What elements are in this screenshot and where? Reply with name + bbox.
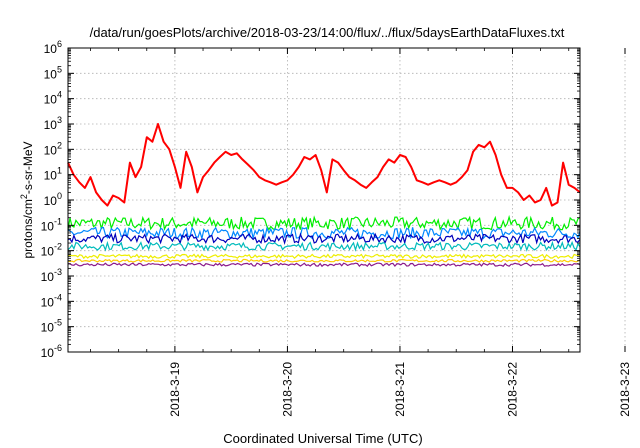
y-tick-exponent: -1 [54,216,62,226]
y-tick-label: 104 [44,90,62,107]
x-tick-label: 2018-3-20 [280,362,294,417]
x-tick-label: 2018-3-23 [618,362,632,417]
y-tick-base: 10 [44,143,58,157]
y-axis-label-rest: -s-sr-MeV [21,141,35,194]
series-line [67,253,581,260]
series-line [67,231,581,246]
y-tick-label: 10-5 [41,318,62,335]
x-tick-label: 2018-3-22 [505,362,519,417]
series-line [67,226,581,241]
y-tick-base: 10 [41,219,55,233]
y-tick-label: 10-2 [41,242,62,259]
grid [68,48,626,352]
y-tick-base: 10 [44,118,58,132]
x-tick-label: 2018-3-19 [168,362,182,417]
y-tick-exponent: 3 [57,115,62,125]
y-tick-exponent: 5 [57,64,62,74]
y-tick-label: 105 [44,64,62,81]
chart-title: /data/run/goesPlots/archive/2018-03-23/1… [90,25,565,40]
y-tick-label: 10-3 [41,267,62,284]
y-tick-exponent: 2 [57,140,62,150]
x-tick-label: 2018-3-21 [393,362,407,417]
x-ticks: 2018-3-19 2018-3-20 2018-3-21 2018-3-22 2018… [90,48,632,417]
y-tick-label: 10-6 [41,343,62,360]
y-tick-exponent: 6 [57,39,62,49]
y-tick-exponent: 1 [57,166,62,176]
y-tick-base: 10 [44,93,58,107]
y-tick-base: 10 [41,321,55,335]
y-tick-exponent: 0 [57,191,62,201]
y-tick-exponent: -2 [54,242,62,252]
series-line [67,123,581,207]
series-line [68,262,581,268]
y-tick-base: 10 [44,67,58,81]
y-tick-exponent: -3 [54,267,62,277]
y-tick-exponent: 4 [57,90,62,100]
y-tick-base: 10 [41,270,55,284]
y-tick-base: 10 [44,194,58,208]
y-tick-label: 106 [44,39,62,56]
y-tick-exponent: -6 [54,343,62,353]
y-tick-label: 10-1 [41,216,62,233]
y-tick-label: 102 [44,140,62,157]
series-line [67,214,581,231]
y-axis-label-sup: 2 [19,194,29,199]
y-tick-base: 10 [44,169,58,183]
series-group [67,123,581,268]
y-tick-base: 10 [41,346,55,360]
y-tick-base: 10 [44,42,58,56]
series-line [67,258,581,263]
y-ticks: 10-610-510-410-310-210-11001011021031041… [41,39,580,360]
y-tick-base: 10 [41,295,55,309]
y-tick-label: 103 [44,115,62,132]
series-line [67,240,581,252]
x-axis-label: Coordinated Universal Time (UTC) [223,431,422,446]
y-tick-label: 100 [44,191,62,208]
y-tick-base: 10 [41,245,55,259]
y-axis-label: protons/cm2-s-sr-MeV [19,141,35,258]
y-tick-exponent: -5 [54,318,62,328]
y-tick-label: 101 [44,166,62,183]
y-tick-label: 10-4 [41,292,62,309]
y-tick-exponent: -4 [54,292,62,302]
y-axis-label-base: protons/cm [21,199,35,258]
